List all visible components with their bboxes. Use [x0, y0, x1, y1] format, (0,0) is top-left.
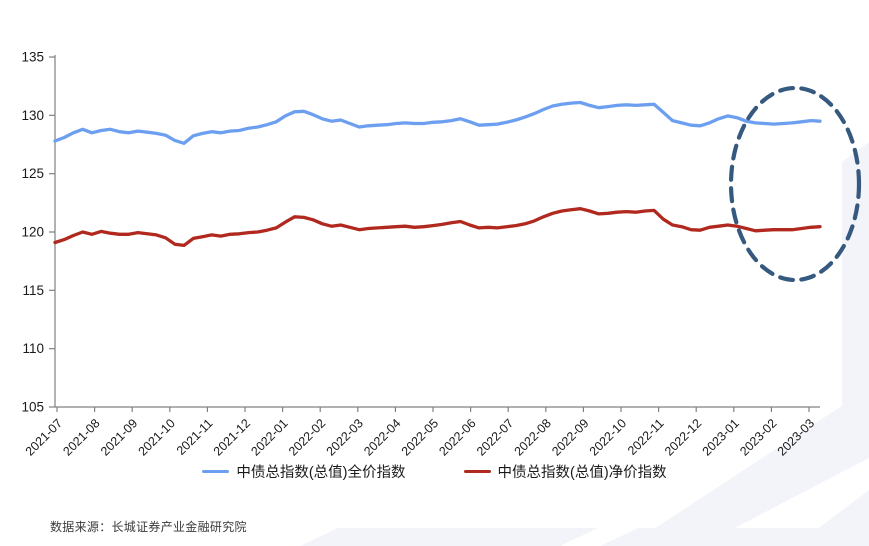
x-tick-label: 2021-08 — [60, 416, 102, 458]
x-tick-label: 2021-10 — [136, 416, 178, 458]
y-tick-label: 130 — [21, 108, 44, 123]
x-tick-label: 2022-05 — [399, 416, 441, 458]
chart-legend: 中债总指数(总值)全价指数 中债总指数(总值)净价指数 — [0, 461, 869, 482]
x-tick-label: 2022-11 — [625, 416, 667, 458]
x-tick-label: 2022-10 — [587, 416, 629, 458]
legend-item-full-price-index: 中债总指数(总值)全价指数 — [202, 461, 406, 482]
y-tick-label: 135 — [21, 50, 44, 65]
x-tick-label: 2022-02 — [286, 416, 328, 458]
x-tick-label: 2023-01 — [700, 416, 742, 458]
legend-label-net-price-index: 中债总指数(总值)净价指数 — [497, 465, 667, 481]
x-tick-label: 2022-12 — [662, 416, 704, 458]
x-tick-label: 2021-12 — [211, 416, 253, 458]
x-tick-label: 2022-09 — [549, 416, 591, 458]
x-tick-label: 2022-06 — [436, 416, 478, 458]
legend-label-full-price-index: 中债总指数(总值)全价指数 — [236, 465, 406, 481]
x-tick-label: 2023-02 — [737, 416, 779, 458]
watermark-band — [600, 528, 848, 546]
data-source-note: 数据来源：长城证券产业金融研究院 — [50, 520, 247, 534]
x-tick-label: 2021-11 — [174, 416, 216, 458]
y-tick-label: 105 — [21, 400, 44, 415]
x-tick-label: 2022-07 — [474, 416, 516, 458]
x-tick-label: 2021-09 — [98, 416, 140, 458]
y-tick-label: 110 — [22, 341, 44, 356]
legend-item-net-price-index: 中债总指数(总值)净价指数 — [463, 461, 667, 482]
y-tick-label: 115 — [22, 283, 44, 298]
legend-line-sample-red — [463, 469, 491, 474]
x-tick-label: 2022-08 — [512, 416, 554, 458]
series-line-net-price — [53, 207, 822, 248]
highlight-ellipse-annotation — [728, 85, 862, 283]
x-tick-label: 2022-03 — [324, 416, 366, 458]
watermark-band — [628, 388, 869, 546]
x-tick-label: 2023-03 — [775, 416, 817, 458]
x-tick-label: 2021-07 — [23, 416, 65, 458]
x-tick-label: 2022-01 — [248, 416, 290, 458]
watermark-band — [300, 528, 598, 546]
legend-line-sample-blue — [202, 469, 230, 474]
x-tick-label: 2022-04 — [361, 416, 403, 458]
watermark-band — [842, 142, 869, 438]
y-tick-label: 120 — [21, 225, 44, 240]
series-line-full-price — [53, 100, 822, 145]
y-tick-label: 125 — [21, 166, 44, 181]
